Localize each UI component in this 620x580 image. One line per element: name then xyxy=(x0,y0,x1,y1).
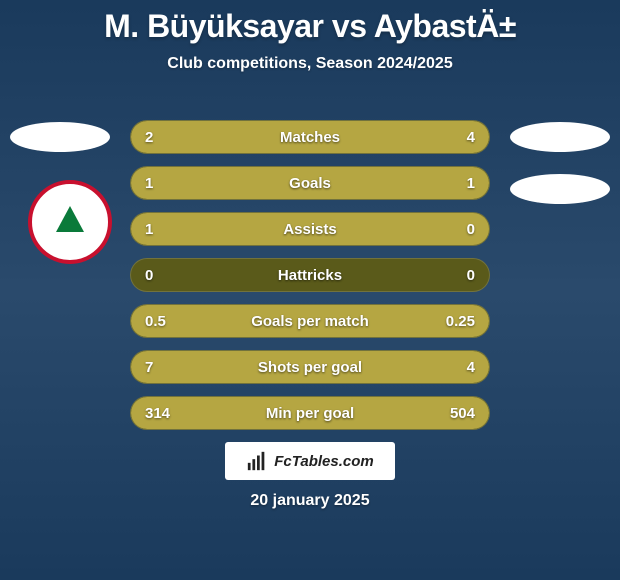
page-title: M. Büyüksayar vs AybastÄ± xyxy=(0,0,620,45)
stat-fill-left xyxy=(131,305,371,337)
date-text: 20 january 2025 xyxy=(0,492,620,510)
brand-badge[interactable]: FcTables.com xyxy=(225,442,395,480)
stat-fill-left xyxy=(131,351,360,383)
stat-value-right: 4 xyxy=(467,121,475,153)
stat-value-right: 4 xyxy=(467,351,475,383)
stat-row: 11Goals xyxy=(130,166,490,200)
stat-fill-right xyxy=(249,121,489,153)
stat-row: 0.50.25Goals per match xyxy=(130,304,490,338)
stat-row: 0 0Hattricks xyxy=(130,258,490,292)
stat-value-left: 2 xyxy=(145,121,153,153)
stat-value-right: 0.25 xyxy=(446,305,475,337)
stat-value-left: 0 xyxy=(145,259,153,291)
brand-text: FcTables.com xyxy=(274,453,373,470)
stat-row: 314504Min per goal xyxy=(130,396,490,430)
tree-icon xyxy=(56,206,84,232)
stat-value-left: 314 xyxy=(145,397,170,429)
stat-row: 10Assists xyxy=(130,212,490,246)
stat-value-right: 0 xyxy=(467,259,475,291)
chart-bars-icon xyxy=(246,450,268,472)
club-badge-umraniye xyxy=(28,180,112,264)
player-right-slot-1 xyxy=(510,122,610,152)
stat-fill-right xyxy=(310,167,489,199)
stat-value-left: 0.5 xyxy=(145,305,166,337)
stat-fill-left xyxy=(131,213,489,245)
player-right-slot-2 xyxy=(510,174,610,204)
stat-value-right: 1 xyxy=(467,167,475,199)
stat-value-right: 504 xyxy=(450,397,475,429)
stats-container: 24Matches11Goals10Assists00Hattricks0.50… xyxy=(130,120,490,442)
stat-value-left: 1 xyxy=(145,167,153,199)
stat-label: Hattricks xyxy=(131,259,489,291)
stat-value-left: 1 xyxy=(145,213,153,245)
stat-value-left: 7 xyxy=(145,351,153,383)
stat-value-right: 0 xyxy=(467,213,475,245)
stat-fill-left xyxy=(131,167,310,199)
stat-row: 74Shots per goal xyxy=(130,350,490,384)
player-left-slot xyxy=(10,122,110,152)
stat-row: 24Matches xyxy=(130,120,490,154)
subtitle: Club competitions, Season 2024/2025 xyxy=(0,55,620,73)
